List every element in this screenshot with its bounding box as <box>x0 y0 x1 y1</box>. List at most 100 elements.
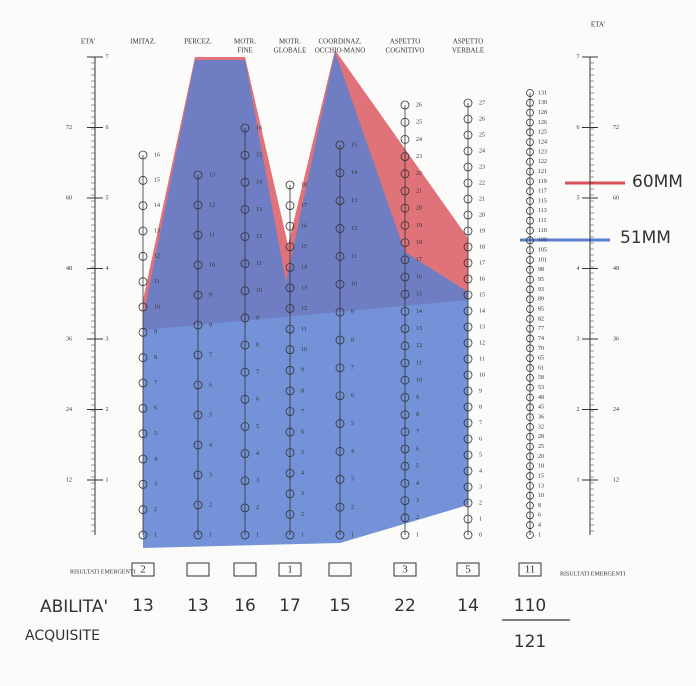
month-label: 24 <box>66 407 72 413</box>
item-number: 4 <box>209 442 212 448</box>
year-label: 2 <box>106 407 109 413</box>
item-number: 25 <box>416 120 422 126</box>
acquired-label: ABILITA' <box>40 597 108 617</box>
item-number: 1 <box>256 532 259 538</box>
item-number: 4 <box>154 456 157 462</box>
item-number: 18 <box>538 464 544 470</box>
item-number: 11 <box>301 326 307 332</box>
item-number: 4 <box>538 523 541 529</box>
item-number: 17 <box>479 260 485 266</box>
item-number: 61 <box>538 365 544 371</box>
item-number: 1 <box>209 532 212 538</box>
year-label: 2 <box>577 407 580 413</box>
item-number: 7 <box>209 352 212 358</box>
item-number: 115 <box>538 198 547 204</box>
item-number: 10 <box>154 304 160 310</box>
month-label: 36 <box>613 336 619 342</box>
column-label: ASPETTO <box>390 38 421 46</box>
item-number: 22 <box>479 180 485 186</box>
item-number: 2 <box>256 505 259 511</box>
item-number: 85 <box>538 306 544 312</box>
item-number: 8 <box>416 412 419 418</box>
item-number: 9 <box>209 292 212 298</box>
item-number: 5 <box>154 431 157 437</box>
results-label: RISULTATI EMERGENTI <box>560 571 625 577</box>
item-number: 20 <box>538 454 544 460</box>
column-label: PERCEZ. <box>184 38 212 46</box>
item-number: 5 <box>351 421 354 427</box>
item-number: 3 <box>256 478 259 484</box>
item-number: 5 <box>479 452 482 458</box>
item-number: 28 <box>538 434 544 440</box>
item-number: 25 <box>479 132 485 138</box>
item-number: 15 <box>479 292 485 298</box>
item-number: 5 <box>301 450 304 456</box>
item-number: 58 <box>538 375 544 381</box>
item-number: 1 <box>301 532 304 538</box>
item-number: 8 <box>479 404 482 410</box>
year-label: 7 <box>106 54 109 60</box>
item-number: 4 <box>479 468 482 474</box>
item-number: 1 <box>416 532 419 538</box>
item-number: 25 <box>538 444 544 450</box>
item-number: 122 <box>538 159 547 165</box>
item-number: 1 <box>351 532 354 538</box>
item-number: 13 <box>416 326 422 332</box>
item-number: 12 <box>416 343 422 349</box>
item-number: 12 <box>154 254 160 260</box>
item-number: 74 <box>538 336 544 342</box>
item-number: 18 <box>479 244 485 250</box>
item-number: 8 <box>154 355 157 361</box>
item-number: 95 <box>538 277 544 283</box>
item-number: 3 <box>479 484 482 490</box>
item-number: 105 <box>538 248 547 254</box>
item-number: 2 <box>154 507 157 513</box>
emergent-score: 2 <box>140 564 146 576</box>
item-number: 24 <box>479 148 485 154</box>
item-number: 10 <box>351 282 357 288</box>
item-number: 11 <box>256 261 262 267</box>
item-number: 16 <box>301 224 307 230</box>
month-label: 12 <box>66 477 72 483</box>
item-number: 131 <box>538 90 547 96</box>
item-number: 12 <box>351 226 357 232</box>
column-label: MOTR. <box>279 38 301 46</box>
acquired-score: 17 <box>279 596 301 616</box>
item-number: 21 <box>416 188 422 194</box>
item-number: 3 <box>209 472 212 478</box>
item-number: 89 <box>538 297 544 303</box>
column-label: FINE <box>237 47 253 55</box>
acquired-score: 15 <box>329 596 351 616</box>
item-number: 45 <box>538 405 544 411</box>
item-number: 9 <box>301 368 304 374</box>
item-number: 1 <box>154 532 157 538</box>
emergent-score: 3 <box>402 564 408 576</box>
item-number: 126 <box>538 120 547 126</box>
column-label: COGNITIVO <box>386 47 425 55</box>
item-number: 7 <box>154 380 157 386</box>
item-number: 9 <box>351 310 354 316</box>
item-number: 53 <box>538 385 544 391</box>
item-number: 11 <box>154 279 160 285</box>
item-number: 27 <box>479 100 485 106</box>
column-label: MOTR. <box>234 38 256 46</box>
item-number: 6 <box>351 393 354 399</box>
acquired-score: 14 <box>457 596 479 616</box>
results-label: RISULTATI EMERGENTI <box>70 569 135 575</box>
item-number: 36 <box>538 415 544 421</box>
item-number: 82 <box>538 316 544 322</box>
item-number: 6 <box>154 406 157 412</box>
item-number: 10 <box>301 347 307 353</box>
item-number: 8 <box>209 322 212 328</box>
acquired-score: 16 <box>234 596 256 616</box>
item-number: 117 <box>538 189 547 195</box>
item-number: 10 <box>256 288 262 294</box>
item-number: 13 <box>538 483 544 489</box>
item-number: 110 <box>538 228 547 234</box>
item-number: 20 <box>416 206 422 212</box>
item-number: 8 <box>301 388 304 394</box>
item-number: 13 <box>209 172 215 178</box>
year-label: 4 <box>577 266 580 272</box>
item-number: 128 <box>538 110 547 116</box>
acquired-score: 22 <box>394 596 416 616</box>
